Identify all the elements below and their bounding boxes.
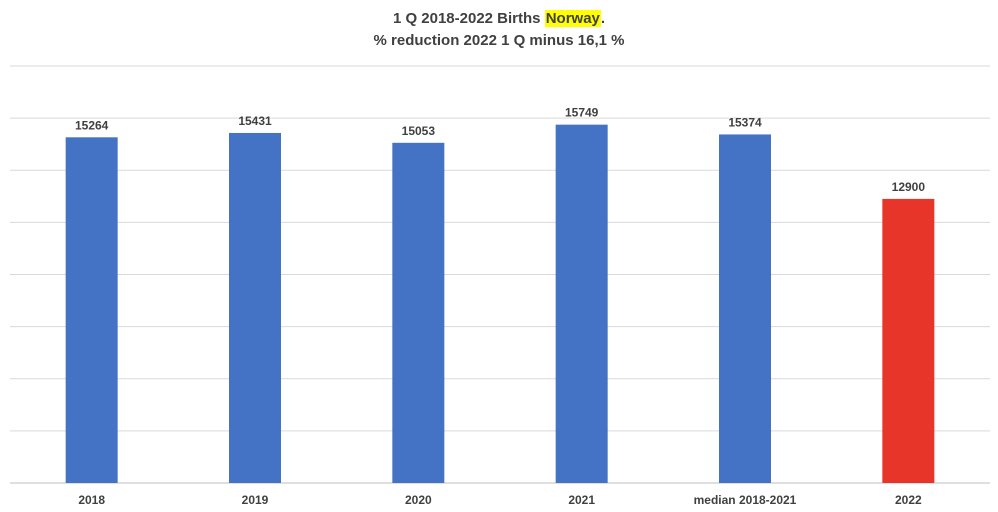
data-label: 15431 [238, 114, 272, 128]
x-tick-label: 2021 [568, 493, 595, 507]
chart-title-prefix: 1 Q 2018-2022 Births [392, 10, 545, 27]
chart-title: 1 Q 2018-2022 Births Norway. [0, 8, 998, 30]
data-label: 15374 [728, 115, 762, 129]
data-label: 15749 [565, 106, 599, 120]
x-tick-label: 2020 [405, 493, 432, 507]
bar-2022 [882, 198, 935, 483]
bar-2019 [229, 132, 281, 483]
x-tick-label: median 2018-2021 [694, 493, 797, 507]
data-label: 15053 [402, 124, 436, 138]
bar-2018 [65, 137, 118, 483]
bar-2021 [555, 124, 608, 483]
gridlines [10, 65, 990, 484]
bar-median-2018-2021 [719, 134, 771, 483]
x-tick-label: 2022 [895, 493, 922, 507]
x-tick-labels: 2018 2019 2020 2021 median 2018-2021 2022 [78, 493, 922, 507]
chart-title-suffix: . [600, 10, 606, 27]
data-label: 12900 [892, 180, 926, 194]
bars [65, 124, 935, 483]
data-labels: 15264 15431 15053 15749 15374 12900 [75, 106, 925, 194]
chart-title-block: 1 Q 2018-2022 Births Norway. % reduction… [0, 8, 998, 52]
data-label: 15264 [75, 118, 109, 132]
bar-2020 [392, 142, 445, 483]
x-tick-label: 2019 [242, 493, 269, 507]
chart-subtitle: % reduction 2022 1 Q minus 16,1 % [373, 32, 625, 49]
x-tick-label: 2018 [78, 493, 105, 507]
chart-title-highlight: Norway [544, 10, 601, 27]
